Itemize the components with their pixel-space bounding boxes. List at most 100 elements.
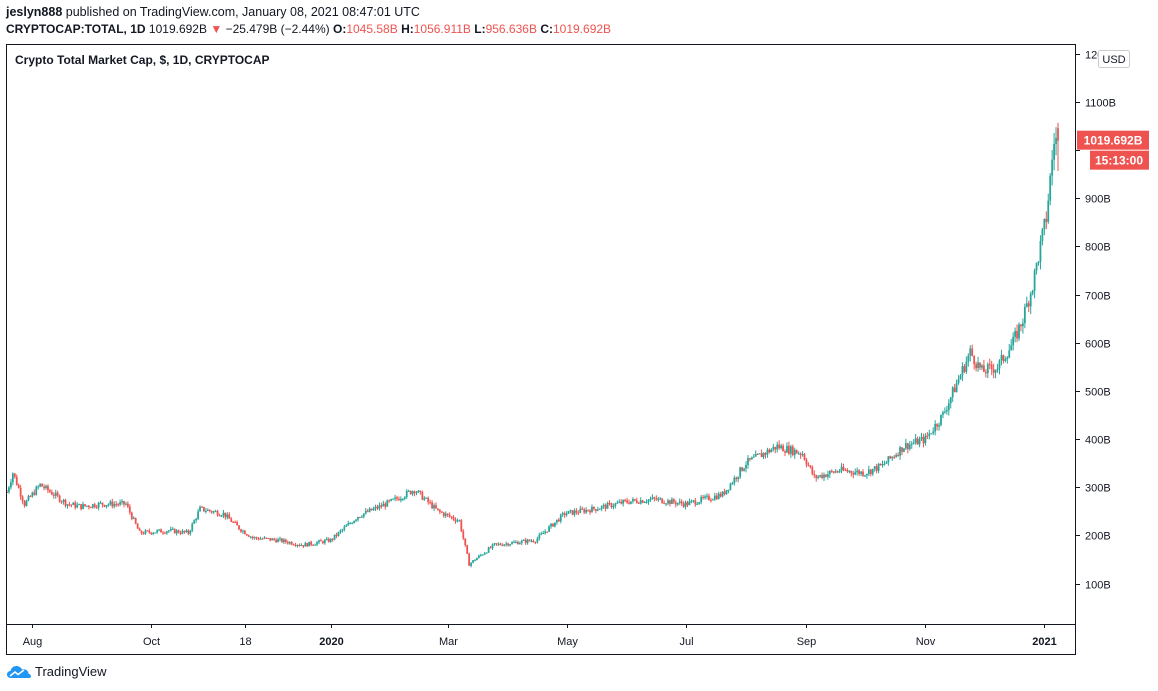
candle-body [115,504,118,506]
candle-body [56,492,59,496]
candle-body [639,500,642,504]
candle-body [415,492,418,494]
candle-body [821,475,823,478]
candle-body [1047,200,1050,222]
candle-body [343,526,346,530]
candle-body [764,452,767,455]
candle-body [54,492,57,496]
price-tick-label: 700B [1085,291,1111,303]
candle-body [637,502,640,504]
candle-body [624,499,627,501]
candle-body [550,523,552,527]
candle-body [398,498,400,501]
candle-body [347,523,350,526]
price-tick-label: 600B [1085,339,1111,351]
candle-body [50,492,53,495]
candle-body [651,497,654,500]
candle-body [105,505,108,507]
candle-body [610,503,613,508]
candle-body [312,544,315,546]
candle-body [871,468,874,475]
candle-body [450,516,453,518]
candle-body [300,545,303,547]
open-label: O: [332,22,347,36]
candle-body [507,543,510,546]
candle-body [290,542,293,545]
candle-body [694,500,697,505]
candle-body [602,504,605,507]
candle-body [474,560,476,562]
candle-body [302,545,305,547]
candle-body [548,526,550,532]
candle-body [676,502,679,505]
candle-body [817,476,820,479]
candle-body [128,506,131,513]
candle-body [101,502,104,505]
candle-body [739,467,742,477]
candle-body [710,499,712,501]
candle-body [318,540,320,543]
time-tick-label: Sep [797,636,817,648]
candle-body [43,486,45,489]
author-name[interactable]: jeslyn888 [6,5,63,19]
candle-body [111,501,114,507]
candle-body [33,492,36,495]
candle-body [487,547,490,553]
candle-body [1018,324,1020,339]
candle-body [171,528,174,530]
price-tick-label: 500B [1085,387,1111,399]
candle-body [175,530,178,534]
candle-body [337,532,340,536]
candle-body [366,510,369,512]
candle-body [965,361,968,372]
candle-body [983,365,985,372]
candle-body [140,530,143,534]
candle-body [360,516,363,518]
candle-body [509,544,511,546]
candle-body [372,508,375,511]
candle-body [848,471,851,473]
candle-body [606,502,609,509]
candle-body [29,496,32,498]
candle-body [495,543,498,545]
candle-body [953,387,956,393]
candle-body [99,502,102,504]
symbol-label: CRYPTOCAP:TOTAL, 1D [6,22,146,36]
time-axis[interactable]: Aug Oct 18 2020 Mar May Jul Sep Nov 2021 [23,624,1057,648]
candle-body [433,505,435,509]
candle-body [951,387,954,398]
candle-body [275,539,277,543]
candle-body [403,497,406,499]
candle-body [1020,324,1022,327]
candle-body [990,364,993,370]
candle-body [815,475,818,479]
candle-body [729,483,732,490]
candle-body [281,538,283,543]
candle-body [152,533,155,535]
candle-body [869,469,872,475]
currency-badge[interactable]: USD [1098,50,1130,68]
candle-body [1022,323,1024,327]
tradingview-logo[interactable]: TradingView [7,664,107,679]
candle-body [743,468,745,471]
time-tick-label: Nov [916,636,936,648]
candle-body [384,503,387,507]
candle-body [413,491,416,493]
candle-body [768,449,771,453]
candle-body [269,538,272,541]
candle-body [370,508,373,511]
candle-body [1023,306,1026,324]
candle-body [708,495,710,500]
candle-body [616,502,619,504]
candle-body [655,498,658,500]
candle-body [633,499,636,501]
candle-body [854,472,857,475]
candle-body [243,530,246,535]
candle-body [208,509,211,512]
candle-body [784,451,786,453]
candle-body [883,463,886,465]
candle-body [630,501,632,504]
chart-title: Crypto Total Market Cap, $, 1D, CRYPTOCA… [15,53,270,67]
candle-body [462,531,465,539]
